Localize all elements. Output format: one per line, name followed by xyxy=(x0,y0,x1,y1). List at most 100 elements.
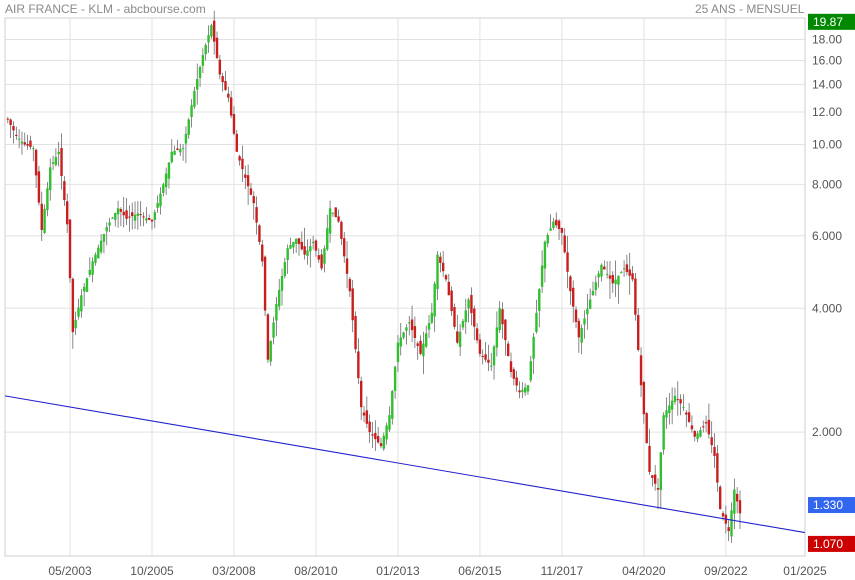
x-tick-label: 05/2003 xyxy=(48,564,92,578)
candle-body xyxy=(286,248,289,261)
candle-body xyxy=(577,320,581,338)
candle-body xyxy=(552,221,555,228)
y-tick-label: 6.000 xyxy=(812,229,842,243)
candle-body xyxy=(710,437,713,446)
candle-body xyxy=(29,140,32,147)
candle-body xyxy=(735,493,739,502)
candle-body xyxy=(481,356,484,358)
candle-body xyxy=(625,264,629,273)
candle-body xyxy=(563,235,566,253)
candle-body xyxy=(492,346,496,366)
candle-body xyxy=(351,288,354,321)
candle-body xyxy=(272,322,275,338)
candle-body xyxy=(642,382,646,415)
candle-body xyxy=(628,269,631,276)
candle-body xyxy=(656,488,660,490)
candle-body xyxy=(478,339,482,354)
candle-body xyxy=(80,295,83,312)
candle-body xyxy=(320,254,323,269)
candle-body xyxy=(549,228,552,231)
candle-body xyxy=(354,316,357,350)
candle-body xyxy=(603,266,606,270)
y-tick-label: 12.00 xyxy=(812,105,842,119)
y-tick-label: 18.00 xyxy=(812,32,842,46)
candle-body xyxy=(594,282,598,291)
candle-body xyxy=(467,299,470,309)
candle-body xyxy=(331,212,335,214)
candle-body xyxy=(597,273,600,278)
candle-body xyxy=(583,318,586,325)
candle-body xyxy=(405,327,408,331)
candle-body xyxy=(687,412,691,422)
candle-body xyxy=(343,238,346,257)
candle-body xyxy=(91,261,94,275)
candle-body xyxy=(26,143,29,146)
candle-body xyxy=(631,273,634,280)
candle-body xyxy=(77,307,80,317)
candle-body xyxy=(181,148,185,150)
candle-body xyxy=(309,246,312,252)
candle-body xyxy=(430,312,434,323)
candle-body xyxy=(156,202,159,208)
candle-body xyxy=(51,162,55,164)
candle-body xyxy=(94,254,97,263)
candle-body xyxy=(198,66,202,79)
candle-body xyxy=(721,513,725,517)
trend-badge-label: 1.330 xyxy=(813,498,843,512)
candle-body xyxy=(668,405,671,414)
candle-body xyxy=(122,211,125,216)
candle-body xyxy=(645,413,648,444)
candle-body xyxy=(637,315,640,350)
candle-body xyxy=(280,275,284,291)
chart-title: AIR FRANCE - KLM - abcbourse.com xyxy=(5,2,206,16)
trend-badge-bg xyxy=(808,497,855,514)
candle-body xyxy=(139,214,142,216)
candle-body xyxy=(566,252,569,272)
candle-body xyxy=(651,475,654,478)
candle-body xyxy=(119,209,123,212)
candle-body xyxy=(32,148,35,150)
grid xyxy=(5,18,806,556)
candle-body xyxy=(204,45,207,55)
candle-body xyxy=(526,385,530,392)
candle-body xyxy=(116,208,120,215)
candle-body xyxy=(461,321,465,328)
x-tick-label: 08/2010 xyxy=(294,564,338,578)
candle-body xyxy=(150,219,154,222)
candle-body xyxy=(263,256,267,311)
trend-line xyxy=(4,395,806,534)
candle-body xyxy=(538,289,541,311)
candle-body xyxy=(193,90,196,107)
chart-period: 25 ANS - MENSUEL xyxy=(695,2,805,16)
candle-body xyxy=(515,377,518,386)
candle-body xyxy=(241,158,244,170)
candle-body xyxy=(425,333,428,347)
candle-body xyxy=(246,175,250,187)
candle-body xyxy=(201,55,205,66)
candle-body xyxy=(235,133,239,152)
candle-body xyxy=(521,389,524,392)
candle-body xyxy=(546,235,549,244)
candle-body xyxy=(334,207,337,218)
candle-body xyxy=(422,343,425,357)
candle-body xyxy=(252,196,255,204)
candle-body xyxy=(227,93,230,98)
candle-body xyxy=(162,184,165,193)
candle-body xyxy=(179,149,182,153)
candle-body xyxy=(509,361,513,373)
candle-body xyxy=(108,222,111,226)
y-tick-label: 10.00 xyxy=(812,138,842,152)
y-tick-label: 4.000 xyxy=(812,301,842,315)
candle-body xyxy=(653,474,657,484)
x-tick-label: 09/2022 xyxy=(704,564,748,578)
candle-body xyxy=(215,37,219,59)
candle-body xyxy=(679,399,682,404)
candle-body xyxy=(611,275,614,284)
candle-body xyxy=(670,400,674,410)
candle-body xyxy=(391,390,394,419)
candle-body xyxy=(713,446,716,456)
candle-body xyxy=(402,332,405,338)
candle-body xyxy=(475,328,479,341)
candle-body xyxy=(408,322,411,324)
